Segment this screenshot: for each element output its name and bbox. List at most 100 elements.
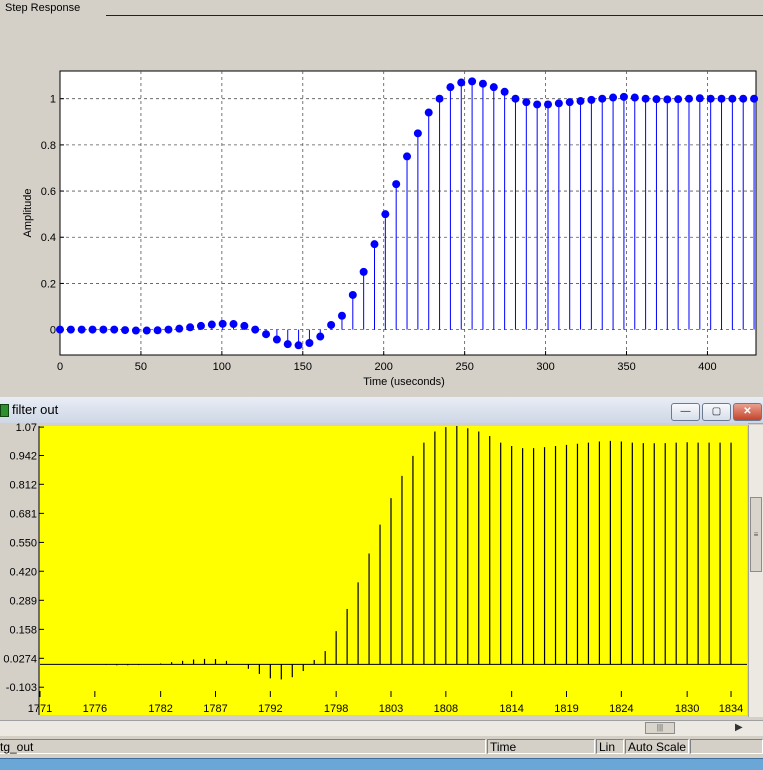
stem-marker (142, 326, 151, 335)
window-app-icon (0, 404, 9, 417)
x-tick-label: 300 (536, 361, 554, 373)
stem-marker (294, 341, 303, 350)
stem-marker (511, 94, 520, 103)
y-tick-label: 0.420 (9, 566, 37, 578)
horizontal-scrollbar[interactable]: ||| ▶ (0, 720, 763, 736)
status-autoscale[interactable]: Auto Scale (625, 739, 689, 754)
stem-marker (435, 94, 444, 103)
stem-marker (164, 325, 173, 334)
y-tick-label: 0.942 (9, 450, 37, 462)
x-tick-label: 1776 (83, 703, 107, 715)
stem-marker (251, 325, 260, 334)
stem-marker (207, 320, 216, 329)
x-tick-label: 50 (135, 361, 147, 373)
stem-marker (739, 94, 748, 103)
stem-marker (272, 335, 281, 344)
stem-marker (587, 95, 596, 104)
stem-marker (88, 325, 97, 334)
stem-marker (717, 94, 726, 103)
y-tick-labels: 0 0.2 0.4 0.6 0.8 1 (41, 94, 56, 337)
x-tick-label: 1782 (148, 703, 172, 715)
stem-marker (56, 325, 64, 334)
y-tick-label: 0.4 (41, 232, 56, 244)
stem-marker (641, 94, 650, 103)
stem-marker (196, 321, 205, 330)
stem-marker (663, 95, 672, 104)
step-response-chart: 0 50 100 150 200 250 300 350 400 00.20.40.60.81 … (22, 70, 759, 388)
window-titlebar[interactable]: filter out — ▢ ✕ (0, 397, 763, 424)
filter-out-window: filter out — ▢ ✕ 1.07 0.942 0.812 0.681 0.55… (0, 397, 763, 770)
window-title: filter out (12, 402, 59, 417)
panel-tab-label[interactable]: Step Response (5, 2, 81, 14)
status-bar: tg_out Time Lin Auto Scale (0, 737, 763, 756)
scroll-right-arrow-icon[interactable]: ▶ (735, 722, 743, 733)
stem-marker (99, 325, 108, 334)
y-tick-label: 0.2 (41, 278, 56, 290)
status-domain[interactable]: Time (487, 739, 595, 754)
vertical-scroll-thumb[interactable]: ≡ (750, 497, 762, 572)
plot-area (59, 70, 757, 356)
x-tick-label: 250 (455, 361, 473, 373)
y-tick-label: -0.103 (6, 682, 37, 694)
stem-marker (175, 324, 184, 333)
x-tick-label: 1808 (434, 703, 458, 715)
stem-marker (500, 87, 509, 96)
status-signal-name: tg_out (0, 739, 486, 754)
stem-marker (66, 325, 75, 334)
stem-marker (77, 325, 86, 334)
stem-marker (598, 94, 607, 103)
stem-marker (750, 94, 759, 103)
x-axis-label: Time (useconds) (363, 376, 445, 388)
y-tick-label: 0 (50, 325, 56, 337)
y-tick-label: 0.812 (9, 479, 37, 491)
stem-marker (262, 330, 271, 339)
stem-marker (413, 129, 422, 138)
stem-marker (544, 100, 553, 109)
stem-marker (131, 326, 140, 335)
stem-marker (121, 326, 130, 335)
stem-marker (652, 95, 661, 104)
stem-marker (706, 94, 715, 103)
stem-marker (619, 92, 628, 101)
minimize-button[interactable]: — (671, 403, 700, 421)
y-tick-label: 1 (50, 94, 56, 106)
x-tick-label: 1792 (258, 703, 282, 715)
close-button[interactable]: ✕ (733, 403, 762, 421)
maximize-button[interactable]: ▢ (702, 403, 731, 421)
stem-marker (424, 108, 433, 117)
y-tick-label: 0.6 (41, 186, 56, 198)
stem-marker (153, 326, 162, 335)
stem-marker (316, 332, 325, 341)
stem-marker (468, 77, 477, 86)
stem-marker (457, 78, 466, 87)
x-tick-label: 350 (617, 361, 635, 373)
stem-marker (478, 79, 487, 88)
stem-marker (370, 240, 379, 249)
stem-marker (403, 152, 412, 161)
stem-marker (728, 94, 737, 103)
stem-marker (359, 267, 368, 276)
stem-marker (695, 94, 704, 103)
stem-marker (305, 338, 314, 347)
step-response-panel: 0 50 100 150 200 250 300 350 400 0 0.2 0.4 0.6 0.8 1 … (5, 2, 763, 388)
stem-marker (522, 98, 531, 107)
vertical-scrollbar[interactable]: ≡ (748, 425, 763, 717)
y-tick-labels: 1.07 0.942 0.812 0.681 0.550 0.420 0.289 0.158 0… (3, 423, 44, 694)
x-tick-label: 1819 (554, 703, 578, 715)
stem-marker (348, 290, 357, 299)
y-tick-label: 0.550 (9, 537, 37, 549)
x-tick-label: 1787 (203, 703, 227, 715)
stem-marker (283, 340, 292, 349)
x-tick-label: 0 (57, 361, 63, 373)
filter-out-chart: 1.07 0.942 0.812 0.681 0.550 0.420 0.289 0.158 0… (0, 423, 748, 720)
horizontal-scroll-thumb[interactable]: ||| (645, 722, 675, 734)
stem-marker (218, 319, 227, 328)
y-tick-label: 1.07 (16, 423, 37, 434)
status-scale[interactable]: Lin (596, 739, 624, 754)
stem-marker (229, 320, 238, 329)
stem-series (56, 77, 759, 350)
y-tick-label: 0.681 (9, 508, 37, 520)
stem-marker (110, 325, 119, 334)
y-tick-label: 0.289 (9, 595, 37, 607)
x-tick-label: 150 (294, 361, 312, 373)
